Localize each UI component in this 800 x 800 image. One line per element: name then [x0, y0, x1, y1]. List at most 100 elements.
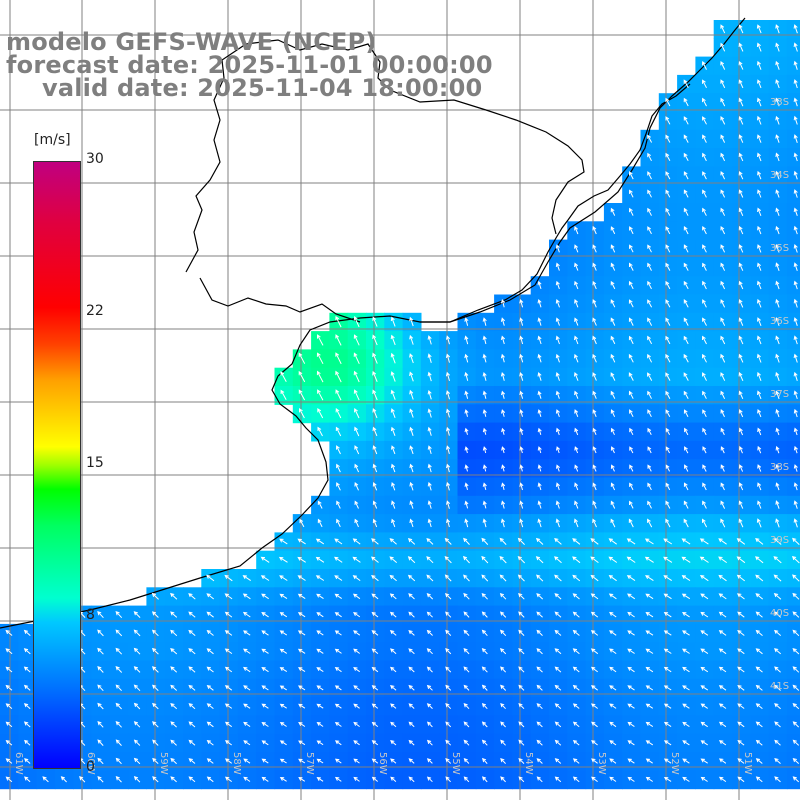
wind-arrow — [316, 370, 324, 383]
wind-arrow — [609, 740, 617, 746]
longitude-label: 58W — [231, 752, 242, 775]
wind-arrow — [152, 776, 159, 783]
wind-arrow — [481, 739, 488, 746]
wind-arrow — [590, 611, 599, 618]
wind-arrow — [738, 464, 744, 472]
wind-arrow — [537, 299, 542, 308]
wind-arrow — [775, 371, 780, 381]
wind-arrow — [279, 740, 287, 746]
latitude-label: 37S — [770, 389, 789, 400]
wind-arrow — [793, 189, 798, 198]
wind-arrow — [519, 482, 524, 491]
wind-arrow — [663, 593, 672, 600]
wind-arrow — [665, 518, 671, 528]
wind-arrow — [738, 42, 744, 52]
wind-arrow — [645, 593, 654, 600]
wind-arrow — [243, 630, 251, 636]
wind-arrow — [718, 703, 727, 709]
wind-arrow — [389, 538, 397, 545]
wind-arrow — [720, 482, 725, 491]
wind-arrow — [482, 317, 487, 326]
wind-arrow — [482, 500, 487, 509]
wind-arrow — [519, 317, 524, 326]
wind-arrow — [463, 629, 470, 636]
wind-arrow — [536, 593, 544, 600]
wind-cell — [786, 111, 800, 131]
wind-arrow — [665, 335, 671, 345]
wind-arrow — [647, 189, 652, 198]
wind-arrow — [702, 353, 707, 363]
wind-arrow — [554, 538, 562, 545]
wind-arrow — [372, 500, 378, 509]
wind-arrow — [647, 372, 653, 381]
wind-arrow — [518, 776, 525, 783]
wind-arrow — [501, 390, 506, 399]
wind-arrow — [426, 666, 433, 673]
wind-arrow — [334, 666, 342, 673]
wind-arrow — [590, 630, 599, 636]
wind-arrow — [372, 408, 378, 419]
wind-arrow — [792, 537, 800, 545]
wind-arrow — [297, 575, 306, 581]
colorbar-tick-30: 30 — [86, 151, 104, 167]
wind-arrow — [482, 353, 487, 363]
wind-arrow — [243, 648, 251, 654]
wind-arrow — [500, 353, 505, 363]
wind-arrow — [336, 463, 341, 473]
wind-arrow — [592, 353, 597, 363]
wind-arrow — [793, 152, 798, 162]
wind-arrow — [793, 427, 798, 436]
wind-arrow — [591, 758, 598, 764]
wind-arrow — [371, 593, 379, 600]
wind-arrow — [537, 317, 542, 326]
wind-arrow — [755, 739, 763, 746]
wind-arrow — [608, 593, 617, 600]
wind-arrow — [755, 574, 764, 582]
wind-arrow — [757, 207, 762, 216]
wind-arrow — [537, 280, 542, 290]
wind-arrow — [224, 648, 233, 655]
wind-arrow — [555, 482, 560, 491]
wind-arrow — [700, 630, 709, 636]
wind-arrow — [390, 334, 396, 346]
wind-arrow — [371, 538, 379, 545]
wind-arrow — [353, 389, 360, 401]
wind-arrow — [390, 316, 396, 327]
wind-arrow — [610, 518, 616, 528]
wind-arrow — [665, 317, 671, 326]
wind-arrow — [206, 611, 214, 618]
wind-arrow — [354, 426, 360, 437]
wind-arrow — [757, 482, 762, 491]
wind-arrow — [757, 115, 762, 125]
wind-arrow — [647, 134, 653, 143]
wind-arrow — [665, 482, 671, 491]
wind-arrow — [755, 776, 763, 783]
latitude-label: 36S — [770, 316, 789, 327]
wind-arrow — [608, 538, 617, 545]
wind-arrow — [537, 390, 542, 399]
wind-arrow — [608, 556, 618, 563]
wind-arrow — [261, 703, 269, 709]
wind-arrow — [427, 426, 432, 436]
wind-arrow — [793, 408, 798, 418]
wind-arrow — [409, 408, 414, 418]
wind-arrow — [720, 79, 726, 89]
wind-arrow — [537, 335, 542, 345]
wind-cell — [786, 440, 800, 460]
latitude-label: 33S — [770, 97, 789, 108]
wind-arrow — [151, 647, 159, 655]
wind-field-cells — [0, 20, 800, 790]
wind-arrow — [464, 371, 469, 381]
wind-arrow — [464, 427, 469, 435]
wind-arrow — [610, 335, 616, 345]
wind-arrow — [426, 684, 433, 691]
wind-arrow — [738, 189, 744, 198]
wind-arrow — [115, 757, 122, 765]
wind-arrow — [665, 244, 671, 253]
wind-arrow — [24, 739, 31, 746]
wind-arrow — [243, 721, 251, 728]
wind-arrow — [224, 611, 233, 618]
wind-arrow — [663, 776, 672, 782]
wind-arrow — [554, 666, 562, 673]
